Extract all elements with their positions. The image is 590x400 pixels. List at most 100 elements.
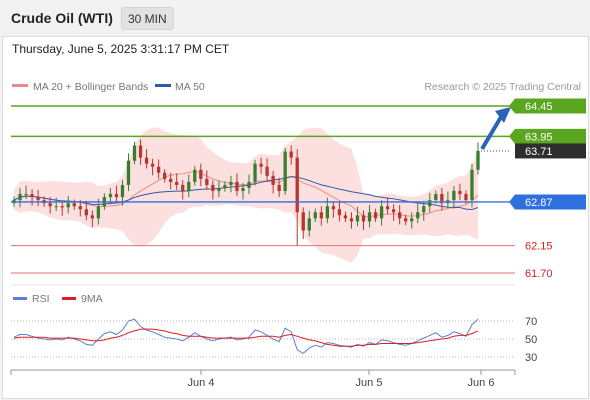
candle-body [349,218,354,222]
rsi-panel: 70 50 30 [11,284,537,364]
candle [440,187,444,211]
candle-body [18,194,22,201]
candle-body [60,206,64,208]
candle [150,158,155,176]
candle [283,147,287,195]
candle [313,208,317,222]
candle-body [126,160,131,185]
candle-body [404,218,408,222]
candle [235,173,239,196]
candle [30,189,34,206]
timeframe-button[interactable]: 30 MIN [121,7,174,30]
level-label: 64.45 [525,101,553,113]
candle-body [398,212,402,219]
candle [66,195,70,214]
candle-body [361,215,366,222]
candle-body [476,150,480,170]
candle-body [114,194,119,198]
candle-body [36,197,40,201]
candle [84,200,88,221]
candle [410,212,414,229]
rsi-legend-swatch [13,297,27,300]
candle-body [422,206,426,213]
candle-body [319,212,323,219]
candle-body [259,163,263,167]
candle-body [223,184,227,188]
candle [385,197,390,215]
candle-body [162,172,167,179]
candle [205,170,209,190]
candle-body [355,215,360,222]
rsi-ma-line [13,328,479,347]
candle-body [217,187,221,192]
candle-body [175,181,179,185]
candle [126,153,131,192]
candle-body [120,184,125,198]
candle [331,201,336,218]
forecast-arrow-head [495,107,511,123]
rsi-tick-label: 70 [525,316,537,328]
candle-body [199,169,203,179]
candle-body [464,194,468,201]
candle-body [48,203,52,207]
candle [54,197,58,212]
candle-body [193,169,197,182]
candle-body [416,212,420,219]
time-axis: Jun 4 Jun 5 Jun 6 [10,369,516,389]
candle [391,204,396,221]
candle-body [187,181,191,192]
candle [114,185,119,202]
candle-body [96,206,101,219]
candle [36,189,40,207]
candle-body [301,212,305,231]
candle-body [452,191,456,201]
candle [416,203,420,224]
level-label: 62.15 [525,241,553,253]
candle-body [385,206,390,210]
candle-body [144,157,149,164]
candle [373,208,378,222]
candle [60,201,64,216]
candle-body [247,181,251,188]
candle [458,183,462,201]
candle [476,142,480,175]
candle [72,199,76,210]
candle [379,200,384,226]
candle-body [283,151,287,192]
candle-body [313,212,317,219]
rsi-ma-legend-swatch [62,297,76,300]
level-label: 63.95 [525,131,553,143]
candle [271,170,275,194]
candle-body [132,145,137,161]
candle-body [181,184,185,192]
forecast-arrow-shaft [480,115,503,150]
candle-body [289,151,293,158]
candle-body [253,163,257,182]
rsi-tick-label: 50 [525,334,537,346]
candle-body [271,175,275,185]
candle [211,180,215,200]
candle [132,141,137,165]
plot-area [12,127,480,264]
candle [78,200,82,217]
candle [223,181,227,192]
header-bar: Crude Oil (WTI) 30 MIN [0,0,590,36]
candle-body [150,163,155,167]
research-credit: Research © 2025 Trading Central [424,81,581,93]
candle-body [84,209,88,216]
candle-body [367,212,372,222]
level-label: 61.70 [525,268,553,280]
candle-body [241,187,245,192]
candle [307,211,311,237]
last-price-label: 63.71 [525,146,553,158]
level-tag [509,194,586,210]
candle-body [72,203,76,207]
time-tick-label: Jun 4 [188,377,215,389]
candle [361,210,366,230]
ma50-legend-label: MA 50 [175,81,205,93]
candle-body [379,206,384,219]
candle-body [30,194,34,198]
candle-body [169,178,173,182]
